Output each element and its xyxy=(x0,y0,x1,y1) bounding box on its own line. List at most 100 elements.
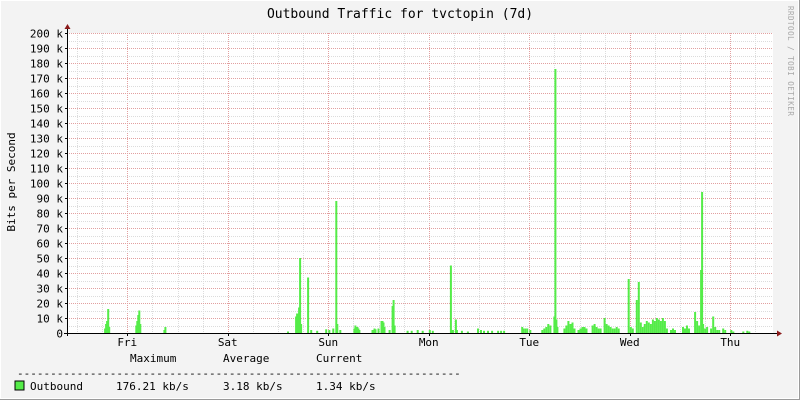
data-bar-0-17 xyxy=(299,258,302,333)
data-bar-0-122 xyxy=(663,321,666,333)
data-bar-0-66 xyxy=(503,330,506,334)
data-bar-0-49 xyxy=(421,330,424,334)
data-bar-0-89 xyxy=(581,327,584,333)
data-bar-0-65 xyxy=(500,330,503,334)
data-bar-0-141 xyxy=(714,327,717,333)
data-bar-0-121 xyxy=(661,318,664,333)
y-tick-label-1: 10 k xyxy=(37,313,64,326)
data-bar-0-117 xyxy=(653,321,656,333)
data-bar-0-143 xyxy=(718,330,721,333)
y-tick-label-16: 160 k xyxy=(30,88,63,101)
data-bar-0-109 xyxy=(637,282,640,333)
data-bar-0-82 xyxy=(565,325,568,333)
axes xyxy=(64,24,782,337)
data-bar-0-99 xyxy=(607,325,610,333)
legend-series-name: Outbound xyxy=(30,380,83,393)
data-bar-0-91 xyxy=(585,328,588,333)
data-bar-0-140 xyxy=(712,316,715,333)
y-tick-label-8: 80 k xyxy=(37,208,64,221)
data-bar-0-11 xyxy=(164,327,167,333)
series-bars xyxy=(104,69,751,334)
data-bar-0-129 xyxy=(686,325,688,333)
y-tick-label-19: 190 k xyxy=(30,43,63,56)
data-bar-0-125 xyxy=(672,328,674,333)
x-tick-label-wed: Wed xyxy=(620,336,640,349)
x-tick-label-fri: Fri xyxy=(117,336,137,349)
data-bar-0-150 xyxy=(748,331,751,333)
data-bar-0-104 xyxy=(617,328,620,333)
data-bar-0-113 xyxy=(645,321,648,333)
legend-swatch-outbound xyxy=(14,380,25,391)
data-bar-0-44 xyxy=(392,300,395,333)
y-tick-label-3: 30 k xyxy=(37,283,64,296)
y-tick-label-6: 60 k xyxy=(37,238,64,251)
data-bar-0-61 xyxy=(483,330,485,334)
data-bar-0-46 xyxy=(406,330,409,334)
data-bar-0-142 xyxy=(716,330,719,333)
data-bar-0-41 xyxy=(383,327,386,333)
data-bar-0-2 xyxy=(106,321,109,333)
data-bar-0-147 xyxy=(732,331,735,333)
data-bar-0-126 xyxy=(674,330,676,333)
data-bar-0-34 xyxy=(371,330,374,333)
data-bar-0-105 xyxy=(627,279,630,333)
x-tick-label-mon: Mon xyxy=(419,336,439,349)
data-bar-0-101 xyxy=(611,328,614,333)
chart-title: Outbound Traffic for tvctopin (7d) xyxy=(267,7,533,22)
data-bar-0-50 xyxy=(428,330,431,333)
data-bar-0-52 xyxy=(449,265,452,333)
data-bar-0-69 xyxy=(524,328,527,333)
data-bar-0-94 xyxy=(595,327,598,333)
data-bar-0-87 xyxy=(577,330,580,333)
data-bar-0-110 xyxy=(639,322,642,333)
y-tick-label-12: 120 k xyxy=(30,148,63,161)
data-bar-0-128 xyxy=(684,328,686,333)
data-bar-0-54 xyxy=(451,330,454,333)
data-bar-0-55 xyxy=(454,319,457,333)
legend: Maximum Average Current ----------------… xyxy=(14,352,461,393)
data-bar-0-102 xyxy=(613,328,616,333)
data-bar-0-85 xyxy=(571,322,574,333)
data-bar-0-18 xyxy=(300,324,303,333)
y-tick-label-9: 90 k xyxy=(37,193,64,206)
data-bar-0-22 xyxy=(325,329,328,334)
data-bar-0-12 xyxy=(287,331,289,333)
legend-current-value: 1.34 kb/s xyxy=(316,380,376,393)
y-axis-label: Bits per Second xyxy=(5,132,18,231)
data-bar-0-90 xyxy=(583,327,586,333)
data-bar-0-3 xyxy=(107,309,110,333)
data-bar-0-116 xyxy=(651,319,654,333)
data-bar-0-33 xyxy=(358,330,361,333)
y-tick-label-11: 110 k xyxy=(30,163,63,176)
data-bar-0-98 xyxy=(605,324,608,333)
data-bar-0-72 xyxy=(541,330,544,333)
data-bar-0-19 xyxy=(307,277,310,333)
data-bar-0-60 xyxy=(480,330,482,333)
data-bar-0-93 xyxy=(593,324,596,333)
x-tick-label-sun: Sun xyxy=(318,336,338,349)
data-bar-0-115 xyxy=(649,324,652,333)
data-bar-0-26 xyxy=(336,324,339,333)
data-bar-0-136 xyxy=(702,324,705,333)
legend-header-maximum: Maximum xyxy=(130,352,177,365)
data-bar-0-139 xyxy=(710,328,713,333)
data-bar-0-78 xyxy=(554,69,557,333)
data-bar-0-9 xyxy=(139,324,142,333)
y-tick-label-18: 180 k xyxy=(30,58,63,71)
data-bar-0-84 xyxy=(569,324,572,333)
x-tick-label-thu: Thu xyxy=(720,336,740,349)
data-bar-0-97 xyxy=(603,318,606,333)
data-bar-0-74 xyxy=(545,327,548,333)
data-bar-0-20 xyxy=(310,330,313,333)
legend-header-average: Average xyxy=(223,352,269,365)
data-bar-0-120 xyxy=(659,321,662,333)
y-tick-label-7: 70 k xyxy=(37,223,64,236)
data-bar-0-123 xyxy=(665,328,668,333)
x-tick-label-sat: Sat xyxy=(218,336,238,349)
legend-separator: ----------------------------------------… xyxy=(17,367,461,380)
data-bar-0-47 xyxy=(410,330,413,334)
y-tick-label-5: 50 k xyxy=(37,253,64,266)
data-bar-0-24 xyxy=(332,328,335,333)
data-bar-0-86 xyxy=(573,328,576,333)
